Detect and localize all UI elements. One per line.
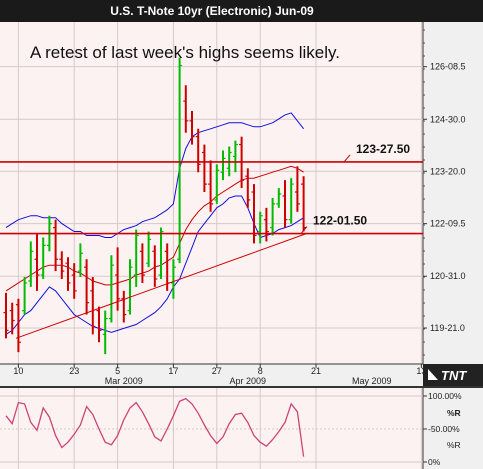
price-bar (127, 259, 133, 315)
price-bar (214, 164, 220, 204)
level-label-pointer (343, 154, 351, 163)
price-bar (245, 168, 251, 208)
bollinger-upper-line (5, 112, 304, 238)
chart-title: U.S. T-Note 10yr (Electronic) Jun-09 (110, 4, 314, 18)
price-bar (96, 306, 102, 343)
price-bar (133, 229, 139, 287)
price-bar (294, 166, 300, 212)
price-bar (195, 128, 201, 173)
date-tick-label: 21 (311, 366, 321, 376)
date-tick-label: 8 (258, 366, 263, 376)
price-tick-label: 119-21.0 (430, 323, 465, 333)
logo-text: TNT (441, 368, 467, 383)
date-tick-label: 27 (212, 366, 222, 376)
price-bar (183, 85, 189, 133)
price-bar (121, 290, 127, 323)
price-bar (102, 310, 108, 355)
chart-annotation: A retest of last week's highs seems like… (30, 43, 340, 62)
price-bar (28, 241, 34, 287)
title-bar (0, 0, 483, 22)
date-tick-label: 13 (416, 366, 426, 376)
price-bar (201, 144, 207, 193)
date-axis-panel (0, 364, 423, 386)
price-bar (232, 140, 238, 173)
price-bar (146, 231, 152, 268)
price-bar (288, 178, 294, 224)
price-bar (158, 227, 164, 279)
level-lines: 123-27.50 122-01.50 (0, 142, 423, 339)
price-tick-label: 120-31.0 (430, 271, 466, 281)
price-tick-label: 126-08.5 (430, 62, 466, 72)
price-bar (65, 257, 71, 291)
price-bar (22, 277, 28, 315)
oscillator-line (5, 397, 305, 457)
price-bar (53, 219, 59, 272)
price-bar (220, 150, 226, 181)
price-bar (77, 243, 83, 278)
oscillator-tick-label: 100.00% (428, 391, 462, 401)
date-tick-label: 17 (168, 366, 178, 376)
date-tick-label: 23 (69, 366, 79, 376)
oscillator-legend-2: %R (447, 440, 461, 450)
price-bar (3, 292, 9, 339)
price-bar (34, 233, 40, 291)
price-bar (9, 302, 15, 335)
price-bars (3, 57, 307, 355)
trendline (15, 233, 307, 339)
price-tick-label: 122-09.5 (430, 219, 466, 229)
price-bar (208, 160, 214, 212)
date-tick-label: 5 (115, 366, 120, 376)
month-label: Apr 2009 (230, 376, 267, 386)
oscillator-panel (0, 388, 423, 469)
price-bar (108, 255, 114, 323)
level-label-pointer (300, 226, 308, 234)
price-bar (40, 237, 46, 279)
price-bar (71, 263, 77, 299)
price-bar (263, 207, 269, 242)
logo-box (423, 364, 483, 386)
month-label: Mar 2009 (105, 376, 143, 386)
price-tick-label: 124-30.0 (430, 114, 466, 124)
price-bar (15, 298, 21, 353)
oscillator-axis-ticks: 100.00% -50.00% 0% (423, 391, 462, 467)
date-tick-label: 10 (13, 366, 23, 376)
price-bar (276, 188, 282, 208)
price-bar (282, 180, 288, 228)
price-bar (59, 251, 65, 279)
price-bar (139, 243, 145, 283)
price-bar (177, 57, 183, 264)
oscillator-tick-label: 0% (428, 457, 441, 467)
level-label: 122-01.50 (313, 214, 367, 228)
price-bar (90, 277, 96, 335)
price-bar (189, 110, 195, 145)
price-bar (257, 211, 263, 244)
price-tick-label: 123-20.0 (430, 166, 466, 176)
price-bar (152, 245, 158, 287)
logo-mark-icon (428, 369, 438, 380)
oscillator-axis-panel (423, 388, 483, 469)
price-bar (170, 259, 176, 299)
price-axis-panel (423, 22, 483, 364)
oscillator-tick-label: -50.00% (428, 424, 460, 434)
price-axis-ticks: 126-08.5 124-30.0 123-20.0 122-09.5 120-31.0… (423, 29, 466, 356)
price-bar (115, 247, 121, 311)
oscillator-legend-1: %R (447, 408, 461, 418)
price-bar (270, 197, 276, 236)
month-label: May 2009 (352, 376, 392, 386)
williams-r-oscillator (0, 388, 423, 469)
level-label: 123-27.50 (356, 142, 410, 156)
price-bar (84, 259, 90, 315)
date-axis-ticks: 10 23 5 17 27 8 21 13 Mar 2009 Apr 2009 May 2009 (13, 364, 426, 386)
